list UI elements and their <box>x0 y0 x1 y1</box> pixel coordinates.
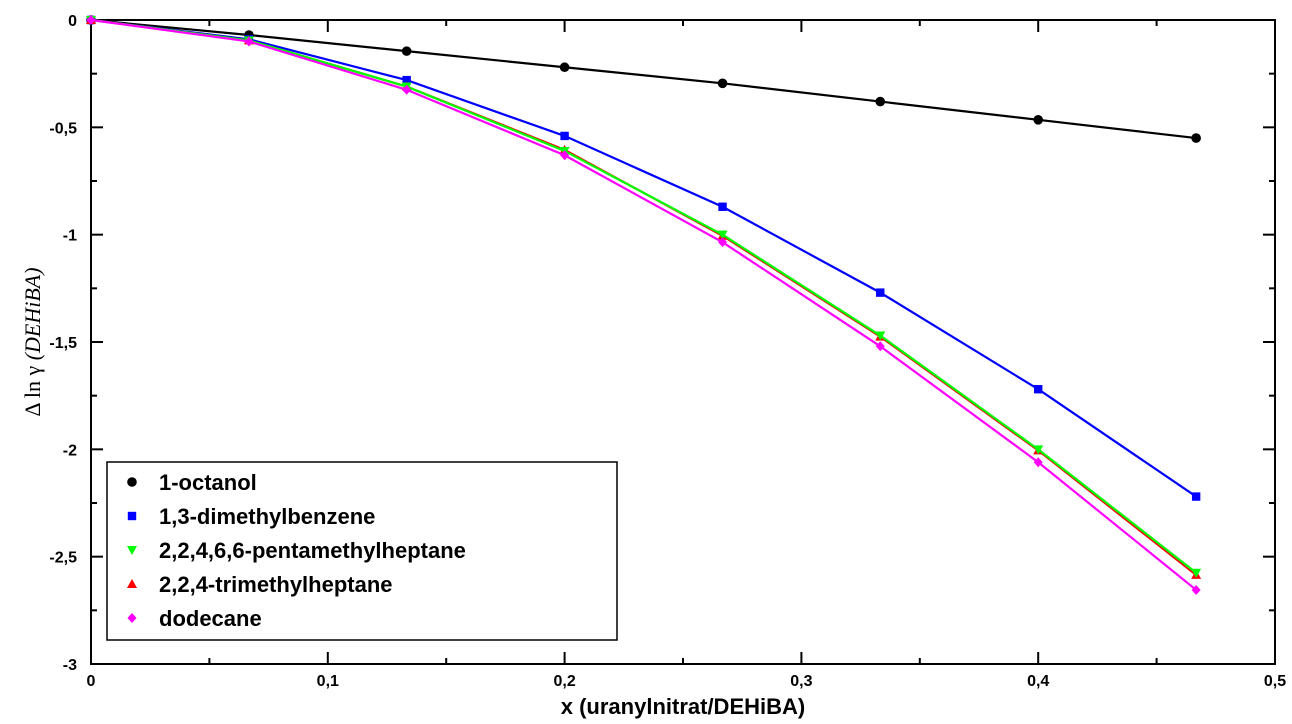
legend-marker <box>127 579 137 588</box>
data-point <box>717 78 728 89</box>
x-tick-label: 0 <box>87 673 96 690</box>
series-dodecane <box>86 15 1201 595</box>
data-point <box>1033 457 1043 468</box>
data-point <box>1034 385 1043 394</box>
series-line <box>90 18 1197 140</box>
data-point <box>1191 133 1201 143</box>
data-point <box>1033 445 1044 455</box>
data-point <box>402 75 411 85</box>
series-layer <box>86 15 1202 595</box>
y-tick-labels: 0 -0,5 -1 -1,5 -2 -2,5 -3 <box>49 13 77 674</box>
data-point <box>1191 568 1202 578</box>
legend: 1-octanol 1,3-dimethylbenzene 2,2,4,6,6-pe… <box>106 461 618 641</box>
axis-ticks <box>90 19 1276 665</box>
data-point <box>875 331 886 341</box>
legend-marker <box>127 613 137 623</box>
x-tick-label: 0,5 <box>1264 673 1286 690</box>
data-point <box>1191 584 1201 595</box>
data-point <box>718 202 727 211</box>
y-axis-title-italic: (DEHiBA) <box>20 267 45 360</box>
legend-label: 1-octanol <box>159 470 257 495</box>
data-point <box>401 46 412 56</box>
y-tick-label: -0,5 <box>49 120 77 137</box>
data-point <box>559 62 570 73</box>
data-point <box>876 288 885 297</box>
y-tick-label: -2 <box>63 442 77 459</box>
x-tick-label: 0,2 <box>553 673 575 690</box>
data-point <box>717 230 728 240</box>
data-point <box>560 150 570 161</box>
x-tick-labels: 0 0,1 0,2 0,3 0,4 0,5 <box>87 673 1287 690</box>
series-line <box>90 18 1197 591</box>
x-tick-label: 0,4 <box>1027 673 1049 690</box>
series-2,2,4,6,6-pentamethylheptane <box>86 16 1202 578</box>
x-tick-label: 0,3 <box>790 673 812 690</box>
series-1,3-dimethylbenzene <box>86 15 1201 501</box>
y-axis-title-prefix: Δ ln γ <box>20 360 45 416</box>
legend-marker <box>127 511 137 521</box>
series-line <box>90 18 1197 498</box>
series-line <box>90 18 1197 574</box>
legend-box <box>106 461 618 641</box>
y-tick-label: 0 <box>68 13 77 30</box>
data-point <box>718 237 728 248</box>
data-point <box>1033 115 1043 125</box>
y-tick-label: -3 <box>63 657 77 674</box>
y-tick-label: -1 <box>63 228 77 245</box>
y-tick-label: -1,5 <box>49 335 77 352</box>
series-1-octanol <box>86 15 1201 143</box>
data-point <box>86 15 96 25</box>
data-point <box>875 96 886 107</box>
data-point <box>875 341 885 352</box>
x-tick-label: 0,1 <box>317 673 339 690</box>
data-point <box>244 36 254 47</box>
y-axis-title: Δ ln γ (DEHiBA) <box>20 267 45 416</box>
data-point <box>560 131 569 141</box>
y-tick-label: -2,5 <box>49 550 77 567</box>
x-axis-title: x (uranylnitrat/DEHiBA) <box>561 694 805 719</box>
data-point <box>402 84 412 95</box>
legend-label: 2,2,4-trimethylheptane <box>159 572 393 597</box>
legend-marker <box>127 546 137 555</box>
legend-label: 1,3-dimethylbenzene <box>159 504 375 529</box>
legend-label: dodecane <box>159 606 262 631</box>
legend-marker <box>127 477 137 487</box>
data-point <box>1191 492 1201 501</box>
legend-label: 2,2,4,6,6-pentamethylheptane <box>159 538 466 563</box>
